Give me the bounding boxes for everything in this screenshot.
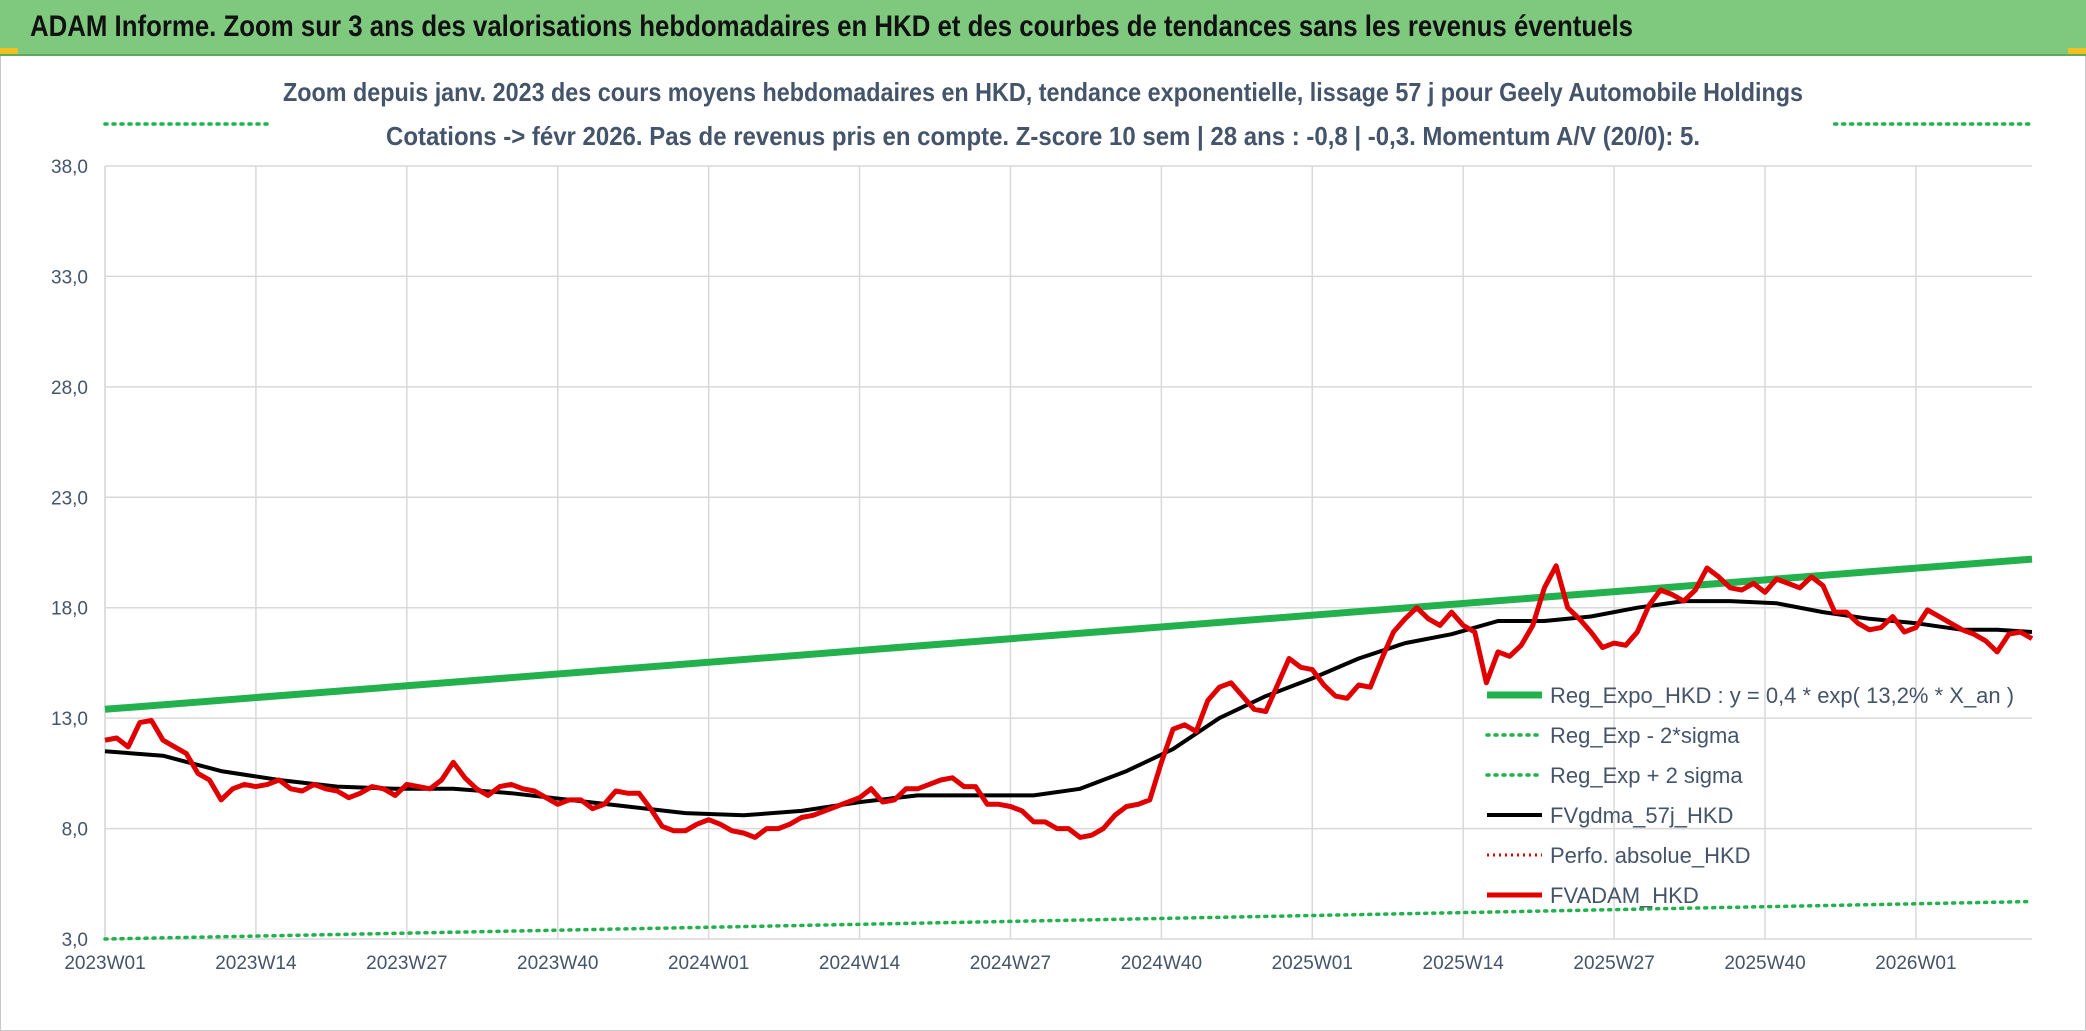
x-tick-label: 2024W01 bbox=[668, 953, 749, 974]
series-smooth bbox=[104, 599, 2033, 818]
corner-marker-left bbox=[0, 48, 18, 54]
plot-lines bbox=[103, 122, 2034, 941]
chart-title: Zoom depuis janv. 2023 des cours moyens … bbox=[283, 77, 1803, 107]
y-tick-label: 23,0 bbox=[51, 488, 88, 509]
legend-label-lower: Reg_Exp - 2*sigma bbox=[1550, 723, 1740, 748]
series-lower-sigma bbox=[103, 899, 2034, 941]
legend-label-perfo: Perfo. absolue_HKD bbox=[1550, 843, 1751, 868]
x-tick-label: 2025W27 bbox=[1573, 953, 1654, 974]
x-tick-label: 2024W27 bbox=[970, 953, 1051, 974]
y-tick-label: 33,0 bbox=[51, 267, 88, 288]
x-tick-label: 2026W01 bbox=[1875, 953, 1956, 974]
series-trend bbox=[104, 555, 2033, 713]
banner-title: ADAM Informe. Zoom sur 3 ans des valoris… bbox=[30, 10, 1633, 43]
legend-label-smooth: FVgdma_57j_HKD bbox=[1550, 803, 1733, 828]
grid bbox=[104, 165, 2032, 940]
x-tick-label: 2023W14 bbox=[215, 953, 297, 974]
series-price bbox=[104, 563, 2034, 840]
x-tick-label: 2024W40 bbox=[1121, 953, 1202, 974]
y-tick-label: 3,0 bbox=[62, 930, 88, 951]
y-tick-label: 28,0 bbox=[51, 378, 88, 399]
x-tick-label: 2025W01 bbox=[1272, 953, 1353, 974]
legend: Reg_Expo_HKD : y = 0,4 * exp( 13,2% * X_… bbox=[1485, 683, 2014, 908]
title-banner: ADAM Informe. Zoom sur 3 ans des valoris… bbox=[0, 0, 2086, 56]
y-tick-label: 13,0 bbox=[51, 709, 88, 730]
x-axis: 2023W01 2023W14 2023W27 2023W40 2024W01 2024W… bbox=[64, 953, 1956, 974]
y-tick-label: 18,0 bbox=[51, 599, 88, 620]
corner-marker-right bbox=[2068, 48, 2086, 54]
x-tick-label: 2025W14 bbox=[1423, 953, 1505, 974]
x-tick-label: 2023W40 bbox=[517, 953, 598, 974]
x-tick-label: 2023W27 bbox=[366, 953, 447, 974]
x-tick-label: 2024W14 bbox=[819, 953, 901, 974]
legend-label-trend: Reg_Expo_HKD : y = 0,4 * exp( 13,2% * X_… bbox=[1550, 683, 2014, 708]
chart-area: Zoom depuis janv. 2023 des cours moyens … bbox=[51, 77, 2034, 974]
y-axis: 3,0 8,0 13,0 18,0 23,0 28,0 33,0 38,0 bbox=[51, 157, 88, 951]
legend-label-price: FVADAM_HKD bbox=[1550, 883, 1699, 908]
y-tick-label: 38,0 bbox=[51, 157, 88, 178]
chart-subtitle: Cotations -> févr 2026. Pas de revenus p… bbox=[386, 121, 1700, 151]
y-tick-label: 8,0 bbox=[62, 820, 88, 841]
x-tick-label: 2025W40 bbox=[1724, 953, 1805, 974]
x-tick-label: 2023W01 bbox=[64, 953, 145, 974]
legend-label-upper: Reg_Exp + 2 sigma bbox=[1550, 763, 1743, 788]
